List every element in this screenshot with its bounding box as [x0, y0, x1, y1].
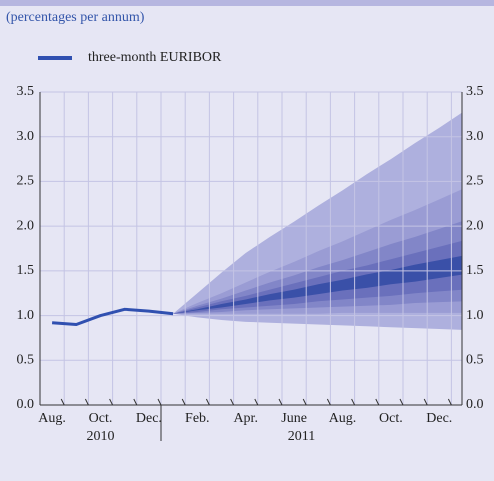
- x-tick: [375, 398, 380, 406]
- y-tick-label: 3.5: [17, 84, 35, 99]
- x-tick-label: Aug.: [38, 411, 66, 426]
- line: [51, 307, 174, 327]
- x-tick-label: Oct.: [89, 411, 113, 426]
- x-tick-label: Oct.: [379, 411, 403, 426]
- x-tick: [230, 398, 235, 406]
- y2-tick-label: 1.0: [466, 308, 484, 323]
- year-label: 2010: [87, 429, 115, 444]
- x-tick-label: Dec.: [426, 411, 452, 426]
- x-tick: [351, 398, 356, 406]
- y2-tick-label: 3.0: [466, 129, 484, 144]
- x-tick-label: Apr.: [233, 411, 258, 426]
- x-tick: [302, 398, 307, 406]
- x-tick-label: Feb.: [185, 411, 210, 426]
- x-tick: [254, 398, 259, 406]
- subtitle: (percentages per annum): [6, 10, 145, 25]
- fan-band: [173, 240, 462, 314]
- y-tick-label: 2.0: [17, 218, 35, 233]
- x-tick-label: Aug.: [329, 411, 357, 426]
- legend-label: three-month EURIBOR: [88, 50, 222, 65]
- y-tick-label: 0.5: [17, 353, 35, 368]
- y2-tick-label: 2.5: [466, 174, 484, 189]
- x-tick: [278, 398, 283, 406]
- x-tick-label: Dec.: [136, 411, 162, 426]
- x-tick: [181, 398, 186, 406]
- y-tick-label: 0.0: [17, 397, 35, 412]
- x-tick: [109, 398, 114, 406]
- y-tick-label: 1.0: [17, 308, 35, 323]
- x-tick: [84, 398, 89, 406]
- x-tick: [157, 398, 162, 406]
- y-tick-label: 2.5: [17, 174, 35, 189]
- top-bar: [0, 0, 494, 6]
- year-label: 2011: [288, 429, 315, 444]
- x-tick: [326, 398, 331, 406]
- y-tick-label: 3.0: [17, 129, 35, 144]
- x-tick: [205, 398, 210, 406]
- y2-tick-label: 1.5: [466, 263, 484, 278]
- x-tick: [423, 398, 428, 406]
- x-tick: [133, 398, 138, 406]
- y2-tick-label: 0.0: [466, 397, 484, 412]
- x-tick: [60, 398, 65, 406]
- x-tick: [447, 398, 452, 406]
- x-tick-label: June: [281, 411, 307, 426]
- y2-tick-label: 0.5: [466, 353, 484, 368]
- x-tick: [399, 398, 404, 406]
- y-tick-label: 1.5: [17, 263, 35, 278]
- y2-tick-label: 2.0: [466, 218, 484, 233]
- y2-tick-label: 3.5: [466, 84, 484, 99]
